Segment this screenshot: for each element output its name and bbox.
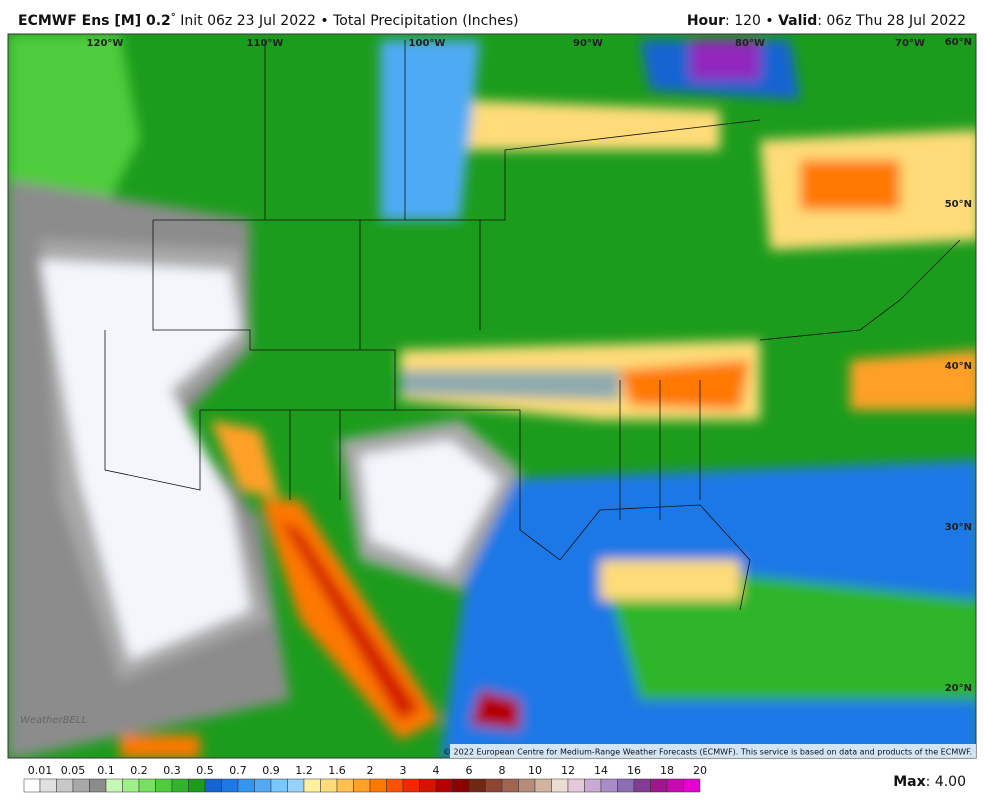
legend-swatch [122,778,140,793]
longitude-label: 100°W [409,38,446,49]
hour-value: : 120 • [725,13,778,29]
precip-field [8,34,976,758]
legend-swatch [287,778,305,793]
legend-swatch [666,778,684,793]
legend-label: 0.3 [163,764,181,777]
legend-swatch [650,778,668,793]
legend-swatch [237,778,255,793]
legend-swatch [468,778,486,793]
latitude-label: 20°N [945,683,972,694]
legend-label: 1.6 [328,764,346,777]
legend-label: 18 [660,764,674,777]
boundaries [104,40,961,611]
legend-swatch [600,778,618,793]
legend-swatch [56,778,74,793]
legend-swatch [386,778,404,793]
watermark: WeatherBELL [20,715,87,726]
max-label: Max [893,774,925,790]
legend-label: 0.05 [61,764,86,777]
init: Init 06z 23 Jul 2022 • Total Precipitati… [176,13,519,29]
legend-swatch [171,778,189,793]
degree: ° [171,12,176,23]
legend-swatch [485,778,503,793]
legend-swatch [254,778,272,793]
max: Max: 4.00 [893,774,966,790]
valid-value: : 06z Thu 28 Jul 2022 [817,13,966,29]
legend-swatch [353,778,371,793]
legend-label: 1.2 [295,764,313,777]
legend-swatch [204,778,222,793]
legend-label: 12 [561,764,575,777]
legend-swatch [23,778,41,793]
legend-swatch [518,778,536,793]
header-left: ECMWF Ens [M] 0.2° Init 06z 23 Jul 2022 … [18,12,519,29]
longitude-label: 80°W [735,38,765,49]
legend-label: 6 [466,764,473,777]
longitude-label: 120°W [87,38,124,49]
latitude-label: 60°N [945,37,972,48]
legend-label: 0.2 [130,764,148,777]
legend-swatch [221,778,239,793]
legend-swatch [72,778,90,793]
legend-swatch [452,778,470,793]
legend-label: 16 [627,764,641,777]
legend-swatch [39,778,57,793]
copyright: © 2022 European Centre for Medium-Range … [443,748,972,757]
copyright-bg [450,744,976,758]
legend-label: 0.5 [196,764,214,777]
longitude-label: 110°W [247,38,284,49]
legend-label: 0.1 [97,764,115,777]
latitude-label: 30°N [945,522,972,533]
legend-swatch [402,778,420,793]
legend-swatch [155,778,173,793]
legend-swatch [320,778,338,793]
valid-label: Valid [778,13,817,29]
legend-label: 8 [499,764,506,777]
legend-swatch [617,778,635,793]
legend-label: 20 [693,764,707,777]
legend-label: 14 [594,764,608,777]
legend-swatch [138,778,156,793]
latitude-label: 50°N [945,199,972,210]
legend-swatch [633,778,651,793]
hour-label: Hour [687,13,725,29]
legend-swatch [435,778,453,793]
legend-swatch [270,778,288,793]
legend-swatch [105,778,123,793]
max-value: : 4.00 [926,774,966,790]
legend-swatch [551,778,569,793]
model: ECMWF Ens [M] 0.2 [18,13,171,29]
legend-label: 3 [400,764,407,777]
legend-swatch [188,778,206,793]
legend-swatch [89,778,107,793]
legend-swatch [683,778,701,793]
legend-swatch [567,778,585,793]
legend-label: 4 [433,764,440,777]
legend-swatch [303,778,321,793]
legend-swatch [336,778,354,793]
longitude-label: 90°W [573,38,603,49]
legend-label: 0.01 [28,764,53,777]
legend-swatch [369,778,387,793]
legend-swatch [501,778,519,793]
legend-label: 0.7 [229,764,247,777]
header-right: Hour: 120 • Valid: 06z Thu 28 Jul 2022 [687,13,966,29]
legend-label: 10 [528,764,542,777]
legend-label: 0.9 [262,764,280,777]
legend-label: 2 [367,764,374,777]
legend-swatch [584,778,602,793]
longitude-label: 70°W [895,38,925,49]
legend-swatch [534,778,552,793]
latitude-label: 40°N [945,361,972,372]
legend-swatch [419,778,437,793]
